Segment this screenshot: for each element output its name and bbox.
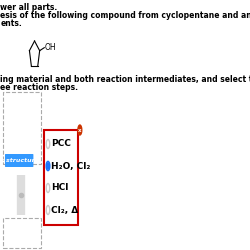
Circle shape	[46, 184, 50, 192]
Bar	[44, 130, 78, 225]
Text: OH: OH	[45, 43, 56, 52]
Circle shape	[46, 162, 50, 170]
Circle shape	[46, 206, 50, 214]
Bar	[3, 218, 42, 248]
Text: ee reaction steps.: ee reaction steps.	[0, 83, 78, 92]
Text: edit structure ...: edit structure ...	[0, 158, 48, 163]
Text: x: x	[78, 128, 82, 132]
Circle shape	[46, 140, 50, 148]
Circle shape	[47, 164, 49, 168]
Text: ing material and both reaction intermediates, and select the single best set of : ing material and both reaction intermedi…	[0, 75, 250, 84]
Text: PCC: PCC	[52, 140, 71, 148]
Bar	[3, 92, 42, 164]
Text: esis of the following compound from cyclopentane and any other required orga: esis of the following compound from cycl…	[0, 11, 250, 20]
FancyBboxPatch shape	[5, 154, 34, 167]
Text: HCl: HCl	[52, 184, 69, 192]
Text: Cl₂, Δ: Cl₂, Δ	[52, 206, 79, 214]
Circle shape	[78, 125, 82, 135]
Text: H₂O, Cl₂: H₂O, Cl₂	[52, 162, 91, 170]
Text: ents.: ents.	[0, 19, 22, 28]
Text: wer all parts.: wer all parts.	[0, 3, 58, 12]
